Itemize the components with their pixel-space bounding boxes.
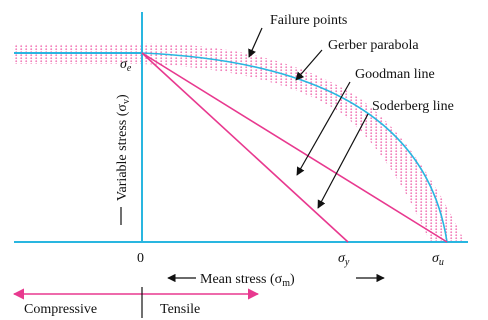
origin-label: 0	[137, 251, 144, 266]
gerber-arrow	[295, 49, 323, 81]
goodman-line	[141, 52, 448, 243]
compressive-label: Compressive	[24, 302, 97, 317]
tensile-label: Tensile	[160, 302, 200, 317]
sigma-u-label: σu	[432, 251, 444, 268]
y-axis-label: Variable stress (σv)	[115, 94, 132, 201]
soderberg-arrow	[317, 113, 369, 209]
sigma-y-label: σy	[338, 251, 350, 268]
goodman-line-label: Goodman line	[355, 67, 435, 82]
gerber-parabola-label: Gerber parabola	[328, 38, 419, 53]
gerber-parabola	[141, 52, 448, 243]
soderberg-line	[141, 52, 349, 243]
y-axis-label-group: Variable stress (σv)	[115, 94, 132, 225]
x-axis-label: Mean stress (σm)	[200, 272, 295, 289]
failure-points-label: Failure points	[270, 13, 347, 28]
soderberg-line-label: Soderberg line	[372, 99, 454, 114]
goodman-arrow	[296, 81, 351, 176]
sigma-e-label: σe	[120, 57, 132, 74]
failure-points-arrow	[248, 27, 263, 58]
